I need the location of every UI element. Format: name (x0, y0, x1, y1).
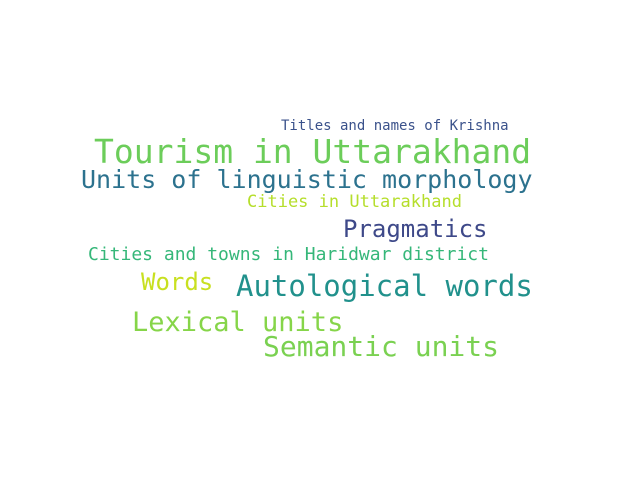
word-lexical-units: Lexical units (132, 307, 344, 338)
word-titles-and-names-of-krishna: Titles and names of Krishna (281, 118, 509, 134)
word-words: Words (141, 268, 214, 296)
word-cities-in-uttarakhand: Cities in Uttarakhand (247, 192, 462, 212)
word-units-of-linguistic-morphology: Units of linguistic morphology (81, 165, 533, 194)
word-pragmatics: Pragmatics (343, 215, 488, 243)
word-autological-words: Autological words (236, 269, 533, 303)
word-tourism-in-uttarakhand: Tourism in Uttarakhand (94, 132, 532, 171)
word-semantic-units: Semantic units (263, 330, 500, 363)
word-cities-and-towns-in-haridwar-district: Cities and towns in Haridwar district (88, 244, 489, 265)
